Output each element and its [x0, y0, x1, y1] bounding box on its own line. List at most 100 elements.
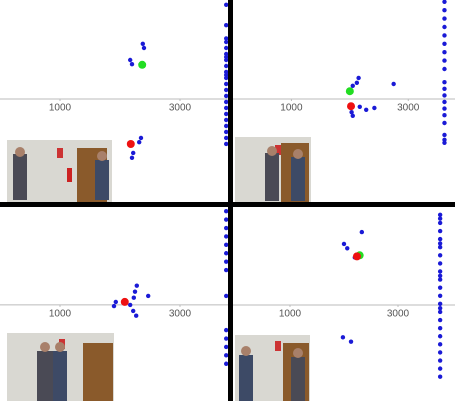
point: [341, 335, 345, 339]
person-head: [267, 146, 277, 156]
point: [135, 283, 139, 287]
divider: [0, 202, 455, 207]
point: [442, 106, 446, 110]
point: [438, 269, 442, 273]
point: [438, 350, 442, 354]
extinguisher: [67, 168, 72, 182]
sign: [275, 341, 281, 351]
point: [139, 136, 143, 140]
point: [438, 245, 442, 249]
point: [438, 277, 442, 281]
point: [438, 216, 442, 220]
point: [224, 94, 228, 98]
point: [349, 339, 353, 343]
point: [224, 243, 228, 247]
point: [132, 295, 136, 299]
point: [442, 121, 446, 125]
video-frame: [7, 333, 114, 401]
point: [224, 251, 228, 255]
person: [37, 351, 53, 401]
point: [438, 375, 442, 379]
point: [131, 309, 135, 313]
point: [224, 336, 228, 340]
point: [224, 328, 228, 332]
point: [142, 46, 146, 50]
point: [438, 294, 442, 298]
point: [127, 140, 135, 148]
point: [438, 326, 442, 330]
point: [224, 268, 228, 272]
point: [224, 88, 228, 92]
point: [224, 3, 228, 7]
figure: 10003000100030001000300010003000: [0, 0, 455, 401]
person-head: [40, 342, 50, 352]
person: [239, 355, 253, 401]
point: [224, 234, 228, 238]
point: [442, 16, 446, 20]
x-tick-label: 3000: [169, 309, 192, 320]
point: [442, 33, 446, 37]
video-frame: [235, 137, 311, 202]
point: [438, 358, 442, 362]
point: [438, 285, 442, 289]
point: [128, 58, 132, 62]
point: [442, 100, 446, 104]
point: [224, 112, 228, 116]
person-head: [97, 151, 107, 161]
point: [351, 114, 355, 118]
point: [438, 253, 442, 257]
point: [137, 140, 141, 144]
point: [138, 61, 146, 69]
point: [355, 81, 359, 85]
divider: [228, 0, 233, 401]
video-frame: [235, 335, 310, 401]
x-tick-label: 1000: [49, 309, 72, 320]
point: [442, 141, 446, 145]
point: [347, 102, 355, 110]
point: [391, 82, 395, 86]
point: [224, 142, 228, 146]
point: [438, 241, 442, 245]
point: [356, 76, 360, 80]
point: [438, 366, 442, 370]
point: [442, 113, 446, 117]
point: [112, 304, 116, 308]
point: [345, 246, 349, 250]
point: [442, 80, 446, 84]
person: [265, 153, 279, 201]
point: [442, 25, 446, 29]
point: [438, 310, 442, 314]
point: [224, 353, 228, 357]
point: [146, 294, 150, 298]
point: [133, 289, 137, 293]
point: [224, 118, 228, 122]
point: [353, 252, 361, 260]
x-tick-label: 3000: [387, 309, 410, 320]
point: [130, 62, 134, 66]
point: [346, 87, 354, 95]
point: [442, 133, 446, 137]
point: [224, 209, 228, 213]
x-tick-label: 1000: [280, 103, 303, 114]
person-head: [241, 346, 251, 356]
point: [438, 318, 442, 322]
person: [13, 154, 27, 200]
point: [224, 23, 228, 27]
point: [438, 274, 442, 278]
point: [224, 259, 228, 263]
point: [131, 151, 135, 155]
point: [442, 42, 446, 46]
point: [442, 58, 446, 62]
point: [224, 100, 228, 104]
point: [438, 306, 442, 310]
person: [53, 351, 67, 401]
point: [224, 73, 228, 77]
point: [438, 213, 442, 217]
x-tick-label: 3000: [169, 103, 192, 114]
video-frames: [7, 137, 311, 401]
point: [141, 42, 145, 46]
point: [224, 362, 228, 366]
point: [342, 242, 346, 246]
point: [224, 226, 228, 230]
point: [114, 300, 118, 304]
